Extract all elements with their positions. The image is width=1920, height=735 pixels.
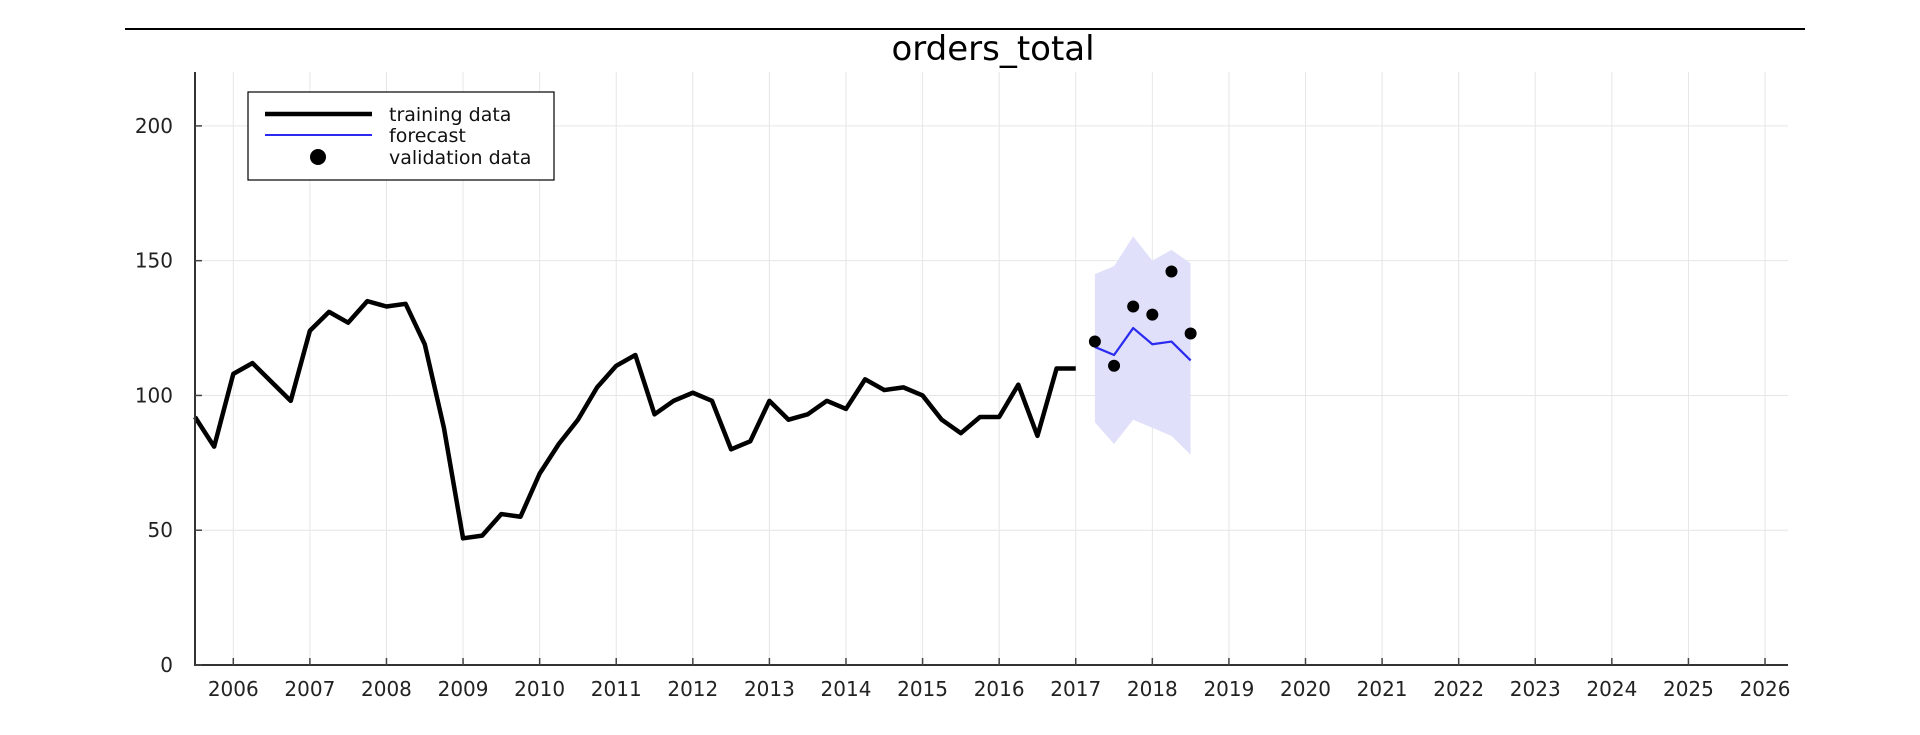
training-data-line — [193, 298, 1076, 541]
axes — [194, 72, 1788, 666]
x-tick-label: 2015 — [897, 677, 948, 701]
legend-label-training: training data — [389, 104, 511, 126]
validation-point — [1165, 265, 1178, 278]
chart-title: orders_total — [891, 29, 1094, 69]
x-tick-label: 2009 — [438, 677, 489, 701]
y-tick-label: 50 — [148, 518, 173, 542]
y-axis-ticks: 0 50 100 150 200 — [135, 114, 202, 677]
forecast-line — [1094, 326, 1192, 362]
x-tick-label: 2023 — [1510, 677, 1561, 701]
validation-point — [1184, 327, 1197, 340]
y-tick-label: 100 — [135, 383, 173, 407]
x-tick-label: 2017 — [1050, 677, 1101, 701]
legend-label-forecast: forecast — [389, 125, 466, 147]
x-tick-label: 2026 — [1740, 677, 1791, 701]
x-tick-label: 2008 — [361, 677, 412, 701]
x-tick-label: 2011 — [591, 677, 642, 701]
x-tick-label: 2024 — [1586, 677, 1637, 701]
x-tick-label: 2018 — [1127, 677, 1178, 701]
validation-point — [1088, 335, 1101, 348]
forecast-interval-band — [1094, 236, 1191, 455]
x-tick-label: 2006 — [208, 677, 259, 701]
x-tick-label: 2016 — [974, 677, 1025, 701]
y-tick-label: 0 — [160, 653, 173, 677]
legend-label-validation: validation data — [389, 147, 531, 169]
x-tick-label: 2010 — [514, 677, 565, 701]
x-tick-label: 2013 — [744, 677, 795, 701]
validation-point — [1108, 359, 1121, 372]
validation-point — [1146, 308, 1159, 321]
y-tick-label: 150 — [135, 249, 173, 273]
validation-point — [1127, 300, 1140, 313]
x-tick-label: 2012 — [667, 677, 718, 701]
x-tick-label: 2021 — [1357, 677, 1408, 701]
x-tick-label: 2019 — [1203, 677, 1254, 701]
series-lines — [193, 298, 1192, 541]
validation-points — [1088, 265, 1197, 372]
x-axis-ticks: 2006 2007 2008 2009 2010 2011 2012 2013 2014 2015… — [208, 658, 1791, 701]
x-tick-label: 2014 — [821, 677, 872, 701]
forecast-band — [1094, 236, 1191, 455]
y-tick-label: 200 — [135, 114, 173, 138]
x-tick-label: 2020 — [1280, 677, 1331, 701]
legend-swatch-validation — [310, 149, 326, 165]
x-tick-label: 2022 — [1433, 677, 1484, 701]
legend: training data forecast validation data — [247, 91, 555, 181]
x-tick-label: 2025 — [1663, 677, 1714, 701]
x-tick-label: 2007 — [284, 677, 335, 701]
